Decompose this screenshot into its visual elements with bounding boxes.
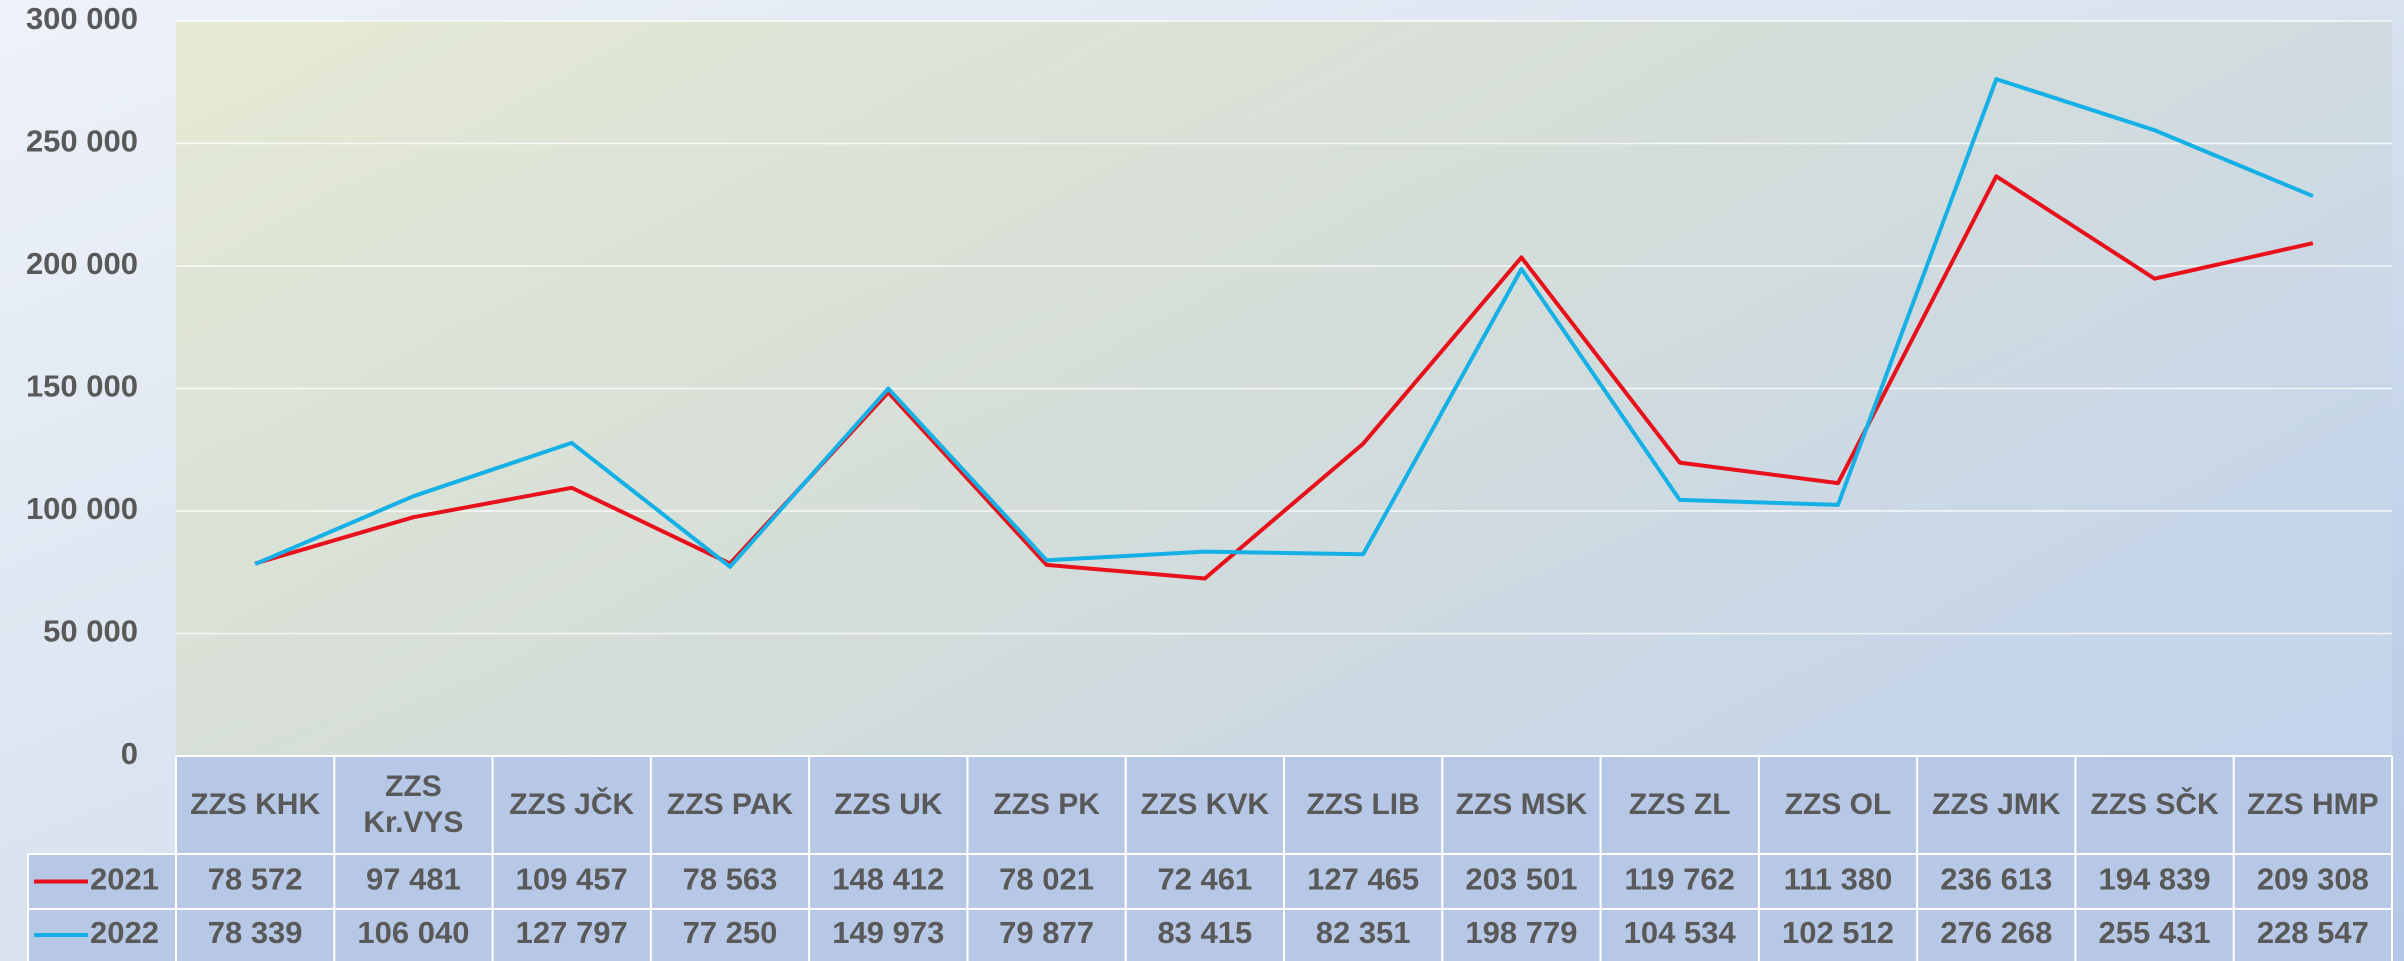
x-category-cell: ZZS SČK <box>2075 756 2233 854</box>
x-tick-label: ZZS KVK <box>1126 756 1284 854</box>
y-tick-label: 250 000 <box>26 124 138 159</box>
x-category-cell: ZZS OL <box>1759 756 1917 854</box>
data-label: 111 380 <box>1784 862 1893 897</box>
data-label: 198 779 <box>1465 915 1577 950</box>
data-label: 276 268 <box>1940 915 2052 950</box>
y-tick-label: 50 000 <box>43 614 138 649</box>
data-label: 78 339 <box>208 915 303 950</box>
x-tick-label: ZZS JČK <box>493 756 651 854</box>
x-category-cell: ZZS JMK <box>1917 756 2075 854</box>
x-category-cell: ZZS HMP <box>2234 756 2392 854</box>
data-label: 127 797 <box>516 915 628 950</box>
data-label: 109 457 <box>516 862 628 897</box>
data-label: 77 250 <box>683 915 778 950</box>
x-category-cell: ZZS KVK <box>1126 756 1284 854</box>
x-category-cell: ZZS UK <box>809 756 967 854</box>
data-label: 102 512 <box>1782 915 1894 950</box>
data-label: 236 613 <box>1940 862 2052 897</box>
y-tick-label: 150 000 <box>26 369 138 404</box>
data-label: 79 877 <box>999 915 1094 950</box>
x-tick-label: ZZS MSK <box>1442 756 1600 854</box>
data-label: 127 465 <box>1307 862 1419 897</box>
x-category-cell: ZZS PAK <box>651 756 809 854</box>
x-tick-label: ZZS SČK <box>2075 756 2233 854</box>
x-tick-label: ZZS LIB <box>1284 756 1442 854</box>
x-category-cell: ZZS LIB <box>1284 756 1442 854</box>
x-category-cell: ZZS Kr.VYS <box>334 756 492 854</box>
data-label: 255 431 <box>2099 915 2211 950</box>
x-tick-label: ZZS JMK <box>1917 756 2075 854</box>
data-label: 209 308 <box>2257 862 2369 897</box>
data-label: 119 762 <box>1625 862 1735 897</box>
legend-label: 2021 <box>90 862 159 897</box>
data-label: 203 501 <box>1465 862 1577 897</box>
data-label: 83 415 <box>1157 915 1252 950</box>
x-tick-label: ZZS Kr.VYS <box>334 756 492 854</box>
x-tick-label: ZZS PAK <box>651 756 809 854</box>
data-label: 78 572 <box>208 862 303 897</box>
data-label: 194 839 <box>2099 862 2211 897</box>
x-tick-label: ZZS PK <box>967 756 1125 854</box>
x-category-cell: ZZS KHK <box>176 756 334 854</box>
x-category-cell: ZZS PK <box>967 756 1125 854</box>
y-tick-label: 0 <box>121 736 138 771</box>
y-tick-label: 200 000 <box>26 246 138 281</box>
data-label: 106 040 <box>357 915 469 950</box>
data-label: 82 351 <box>1316 915 1411 950</box>
x-tick-label: ZZS HMP <box>2234 756 2392 854</box>
data-label: 104 534 <box>1624 915 1737 950</box>
x-category-cell: ZZS ZL <box>1601 756 1759 854</box>
x-tick-label: ZZS KHK <box>176 756 334 854</box>
x-tick-label: ZZS UK <box>809 756 967 854</box>
chart: 0 50 000 100 000 150 000 200 000 250 000 300 0… <box>0 0 2404 961</box>
y-tick-label: 300 000 <box>26 1 138 36</box>
data-label: 148 412 <box>832 862 944 897</box>
x-tick-label: ZZS ZL <box>1601 756 1759 854</box>
data-label: 97 481 <box>366 862 461 897</box>
y-tick-label: 100 000 <box>26 491 138 526</box>
data-label: 72 461 <box>1157 862 1252 897</box>
data-label: 149 973 <box>832 915 944 950</box>
x-category-cell: ZZS MSK <box>1442 756 1600 854</box>
data-label: 228 547 <box>2257 915 2369 950</box>
legend-label: 2022 <box>90 915 159 950</box>
x-tick-label: ZZS OL <box>1759 756 1917 854</box>
x-category-cell: ZZS JČK <box>493 756 651 854</box>
data-label: 78 563 <box>683 862 778 897</box>
data-label: 78 021 <box>999 862 1094 897</box>
